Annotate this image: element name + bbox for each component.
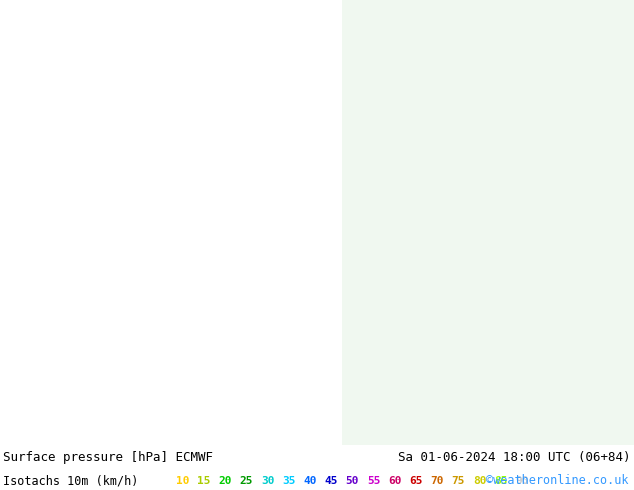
Text: 60: 60: [388, 476, 401, 486]
Text: 30: 30: [261, 476, 275, 486]
Text: 35: 35: [282, 476, 295, 486]
Text: 40: 40: [304, 476, 317, 486]
Text: 65: 65: [410, 476, 423, 486]
Text: 80: 80: [473, 476, 486, 486]
Bar: [342, 0, 634, 445]
Text: 55: 55: [367, 476, 380, 486]
Text: 70: 70: [430, 476, 444, 486]
Text: Surface pressure [hPa] ECMWF: Surface pressure [hPa] ECMWF: [3, 451, 213, 464]
Text: 25: 25: [240, 476, 254, 486]
Text: 85: 85: [494, 476, 508, 486]
Text: 90: 90: [515, 476, 529, 486]
Text: ©weatheronline.co.uk: ©weatheronline.co.uk: [486, 474, 629, 488]
Text: Sa 01-06-2024 18:00 UTC (06+84): Sa 01-06-2024 18:00 UTC (06+84): [399, 451, 631, 464]
Text: 75: 75: [451, 476, 465, 486]
Text: 45: 45: [325, 476, 338, 486]
Text: 20: 20: [219, 476, 232, 486]
Text: 10: 10: [176, 476, 190, 486]
Text: 50: 50: [346, 476, 359, 486]
Text: Isotachs 10m (km/h): Isotachs 10m (km/h): [3, 474, 138, 488]
Text: 15: 15: [197, 476, 211, 486]
